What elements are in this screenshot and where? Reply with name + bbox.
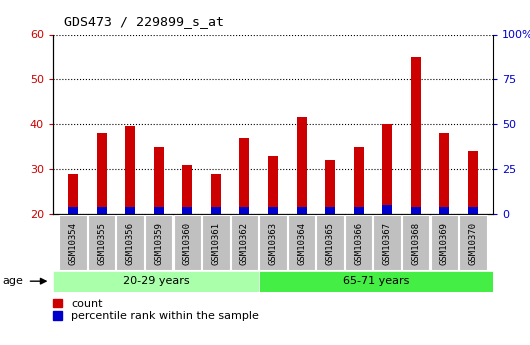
- Bar: [325, 207, 335, 214]
- Bar: [125, 126, 135, 214]
- Bar: [468, 207, 478, 214]
- Bar: [68, 207, 78, 214]
- FancyBboxPatch shape: [202, 215, 229, 270]
- Bar: [439, 133, 449, 214]
- Text: 65-71 years: 65-71 years: [342, 276, 409, 286]
- FancyBboxPatch shape: [173, 215, 201, 270]
- Bar: [68, 174, 78, 214]
- Bar: [296, 117, 306, 214]
- Bar: [182, 207, 192, 214]
- Text: GSM10362: GSM10362: [240, 223, 249, 265]
- Bar: [354, 207, 364, 214]
- Text: GSM10356: GSM10356: [126, 223, 135, 265]
- Bar: [382, 205, 392, 214]
- Bar: [240, 138, 250, 214]
- FancyBboxPatch shape: [316, 215, 344, 270]
- Legend: count, percentile rank within the sample: count, percentile rank within the sample: [53, 299, 259, 321]
- Bar: [125, 207, 135, 214]
- FancyBboxPatch shape: [145, 215, 172, 270]
- FancyBboxPatch shape: [59, 215, 87, 270]
- Text: GSM10363: GSM10363: [269, 223, 277, 265]
- Bar: [411, 57, 421, 214]
- FancyBboxPatch shape: [88, 215, 115, 270]
- Bar: [268, 207, 278, 214]
- Bar: [53, 271, 259, 292]
- Bar: [182, 165, 192, 214]
- Bar: [268, 156, 278, 214]
- Bar: [154, 147, 164, 214]
- Bar: [411, 207, 421, 214]
- FancyBboxPatch shape: [117, 215, 144, 270]
- Bar: [154, 207, 164, 214]
- Text: GSM10367: GSM10367: [383, 223, 392, 265]
- Text: 20-29 years: 20-29 years: [122, 276, 189, 286]
- Bar: [468, 151, 478, 214]
- Text: GSM10365: GSM10365: [325, 223, 334, 265]
- FancyBboxPatch shape: [288, 215, 315, 270]
- Bar: [259, 271, 493, 292]
- FancyBboxPatch shape: [231, 215, 258, 270]
- Bar: [439, 207, 449, 214]
- Bar: [96, 133, 107, 214]
- FancyBboxPatch shape: [345, 215, 373, 270]
- Bar: [382, 124, 392, 214]
- Text: GSM10370: GSM10370: [469, 223, 478, 265]
- Text: GSM10355: GSM10355: [97, 223, 106, 265]
- FancyBboxPatch shape: [402, 215, 429, 270]
- Bar: [354, 147, 364, 214]
- Text: GSM10354: GSM10354: [68, 223, 77, 265]
- Text: GDS473 / 229899_s_at: GDS473 / 229899_s_at: [64, 14, 224, 28]
- Bar: [240, 207, 250, 214]
- Text: GSM10360: GSM10360: [183, 223, 192, 265]
- Text: age: age: [3, 276, 23, 286]
- Bar: [211, 207, 221, 214]
- Text: GSM10368: GSM10368: [411, 223, 420, 265]
- FancyBboxPatch shape: [459, 215, 487, 270]
- Bar: [296, 207, 306, 214]
- Text: GSM10369: GSM10369: [440, 223, 449, 265]
- Bar: [211, 174, 221, 214]
- Text: GSM10366: GSM10366: [354, 223, 363, 265]
- Text: GSM10364: GSM10364: [297, 223, 306, 265]
- FancyBboxPatch shape: [374, 215, 401, 270]
- Bar: [96, 207, 107, 214]
- Text: GSM10361: GSM10361: [211, 223, 220, 265]
- Text: GSM10359: GSM10359: [154, 223, 163, 265]
- FancyBboxPatch shape: [431, 215, 458, 270]
- FancyBboxPatch shape: [259, 215, 287, 270]
- Bar: [325, 160, 335, 214]
